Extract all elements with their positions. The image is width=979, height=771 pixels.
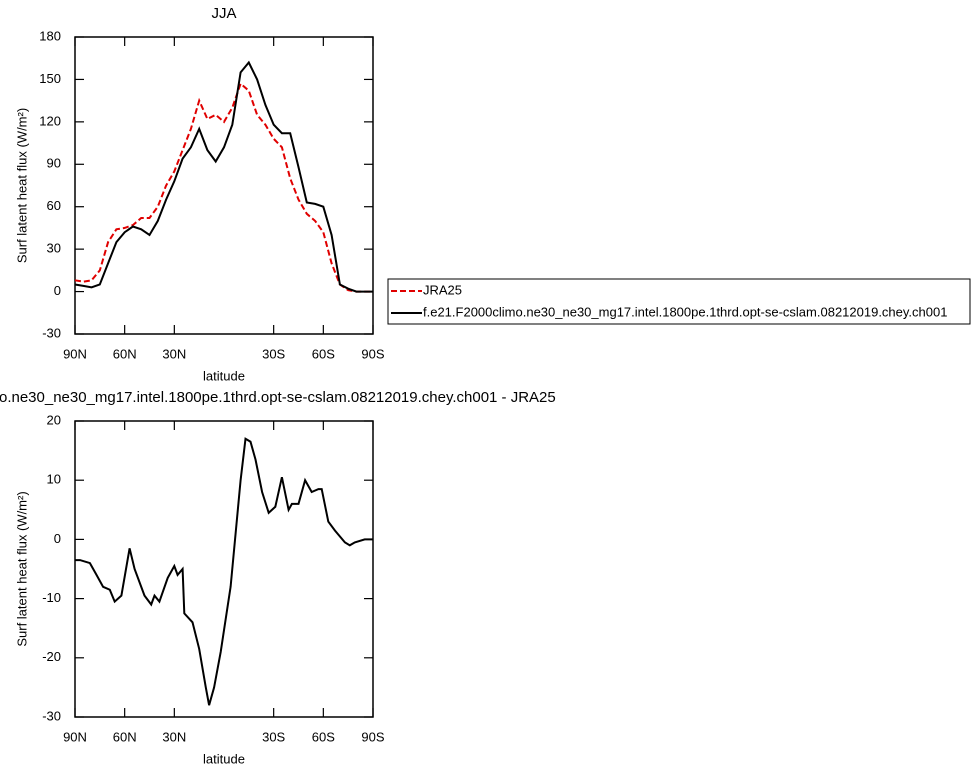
y-tick-label: 20 — [47, 412, 61, 427]
x-tick-label: 30S — [262, 346, 285, 361]
x-tick-label: 90N — [63, 729, 87, 744]
x-tick-label: 30S — [262, 729, 285, 744]
y-axis-label: Surf latent heat flux (W/m²) — [14, 491, 29, 646]
x-tick-label: 90S — [361, 346, 384, 361]
data-line — [75, 437, 373, 706]
y-tick-label: -30 — [42, 325, 61, 340]
x-tick-label: 90S — [361, 729, 384, 744]
legend-label: f.e21.F2000climo.ne30_ne30_mg17.intel.18… — [423, 304, 947, 319]
y-tick-label: 10 — [47, 472, 61, 487]
x-tick-label: 60S — [312, 346, 335, 361]
y-tick-label: 180 — [39, 28, 61, 43]
y-tick-label: 0 — [54, 283, 61, 298]
y-tick-label: 90 — [47, 156, 61, 171]
x-axis-label: latitude — [203, 368, 245, 383]
y-tick-label: 60 — [47, 198, 61, 213]
y-tick-label: -30 — [42, 708, 61, 723]
x-tick-label: 60N — [113, 346, 137, 361]
data-line — [74, 81, 373, 293]
plot-frame — [74, 420, 374, 718]
y-axis-label: Surf latent heat flux (W/m²) — [14, 108, 29, 263]
x-tick-label: 30N — [162, 346, 186, 361]
data-line — [74, 60, 373, 293]
chart-title: JJA — [211, 5, 236, 22]
x-axis-label: latitude — [203, 751, 245, 766]
y-tick-label: 120 — [39, 113, 61, 128]
y-tick-label: 30 — [47, 241, 61, 256]
plot-frame — [74, 36, 374, 335]
x-tick-label: 90N — [63, 346, 87, 361]
y-tick-label: -10 — [42, 590, 61, 605]
y-tick-label: 0 — [54, 531, 61, 546]
y-tick-label: 150 — [39, 71, 61, 86]
legend-box — [387, 278, 971, 325]
x-tick-label: 30N — [162, 729, 186, 744]
chart: f.e21.F2000climo.ne30_ne30_mg17.intel.18… — [0, 389, 556, 766]
x-tick-label: 60S — [312, 729, 335, 744]
y-tick-label: -20 — [42, 649, 61, 664]
legend-label: JRA25 — [423, 282, 462, 297]
chart: JJA latitude Surf latent heat flux (W/m²) -… — [14, 5, 971, 383]
x-tick-label: 60N — [113, 729, 137, 744]
chart-title: f.e21.F2000climo.ne30_ne30_mg17.intel.18… — [0, 389, 556, 406]
